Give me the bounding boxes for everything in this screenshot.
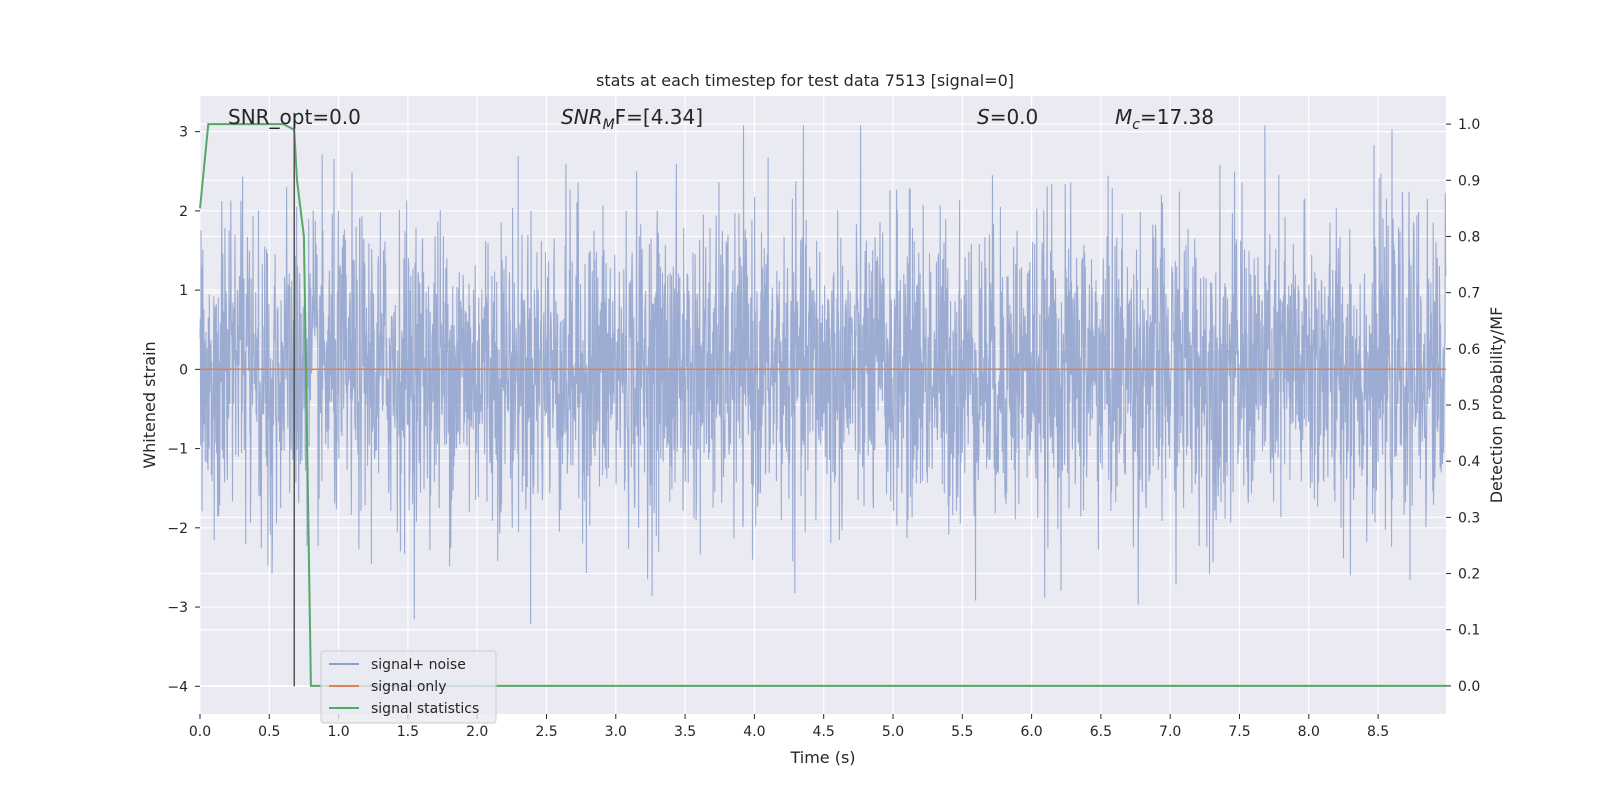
x-tick-label-15: 7.5 bbox=[1228, 724, 1250, 740]
legend-label-signal-statistics: signal statistics bbox=[371, 701, 479, 717]
annotation-snr-mf-rest: F=[4.34] bbox=[615, 105, 703, 129]
x-tick-label-3: 1.5 bbox=[397, 724, 419, 740]
annotation-snr-mf-sub: M bbox=[603, 117, 615, 133]
series-signal-noise bbox=[199, 125, 1447, 624]
x-tick-label-4: 2.0 bbox=[466, 724, 488, 740]
x-tick-label-5: 2.5 bbox=[535, 724, 557, 740]
y-tick-label-4: −1 bbox=[167, 442, 188, 458]
y2-tick-label-10: 0.0 bbox=[1458, 679, 1480, 695]
annotation-mc-sub: c bbox=[1132, 117, 1140, 133]
annotation-mc-main: M bbox=[1115, 105, 1132, 129]
x-tick-label-13: 6.5 bbox=[1090, 724, 1112, 740]
legend: signal+ noise signal only signal statist… bbox=[320, 650, 497, 724]
x-tick-label-10: 5.0 bbox=[882, 724, 904, 740]
y-tick-label-3: 0 bbox=[179, 362, 188, 378]
annotation-snr-mf-main: SNR bbox=[561, 105, 603, 129]
y2-tick-label-1: 0.9 bbox=[1458, 173, 1480, 189]
y2-tick-label-3: 0.7 bbox=[1458, 286, 1480, 302]
y-tick-label-6: −3 bbox=[167, 600, 188, 616]
y-tick-label-2: 1 bbox=[179, 283, 188, 299]
y2-tick-label-4: 0.6 bbox=[1458, 342, 1480, 358]
annotation-s-rest: =0.0 bbox=[990, 105, 1039, 129]
x-axis-ticks: 0.0 0.5 1.0 1.5 2.0 2.5 3.0 3.5 4.0 4.5 5.0 5.5 6.0 6… bbox=[189, 714, 1389, 740]
y2-tick-label-9: 0.1 bbox=[1458, 623, 1480, 639]
legend-box bbox=[320, 650, 497, 724]
y2-tick-label-0: 1.0 bbox=[1458, 117, 1480, 133]
annotation-s-main: S bbox=[977, 105, 990, 129]
x-tick-label-1: 0.5 bbox=[258, 724, 280, 740]
annotation-mc-rest: =17.38 bbox=[1140, 105, 1214, 129]
chart-title: stats at each timestep for test data 751… bbox=[596, 71, 1014, 90]
y-tick-label-7: −4 bbox=[167, 679, 188, 695]
series-line-signal-statistics bbox=[199, 123, 1446, 687]
x-tick-label-17: 8.5 bbox=[1367, 724, 1389, 740]
x-tick-label-8: 4.0 bbox=[743, 724, 765, 740]
x-tick-label-16: 8.0 bbox=[1298, 724, 1320, 740]
x-tick-label-7: 3.5 bbox=[674, 724, 696, 740]
x-tick-label-9: 4.5 bbox=[813, 724, 835, 740]
y2-tick-label-7: 0.3 bbox=[1458, 510, 1480, 526]
y2-tick-label-6: 0.4 bbox=[1458, 454, 1480, 470]
y-tick-label-0: 3 bbox=[179, 125, 188, 141]
x-tick-label-0: 0.0 bbox=[189, 724, 211, 740]
annotation-snr-mf: SNRMF=[4.34] bbox=[561, 105, 703, 133]
legend-label-signal-only: signal only bbox=[371, 679, 446, 695]
x-axis-label: Time (s) bbox=[789, 748, 855, 767]
annotation-s: S=0.0 bbox=[977, 105, 1038, 129]
y-tick-label-1: 2 bbox=[179, 204, 188, 220]
y2-axis-label: Detection probability/MF bbox=[1487, 307, 1506, 504]
y-tick-label-5: −2 bbox=[167, 521, 188, 537]
x-tick-label-12: 6.0 bbox=[1020, 724, 1042, 740]
y2-tick-label-5: 0.5 bbox=[1458, 398, 1480, 414]
legend-label-signal-noise: signal+ noise bbox=[371, 657, 466, 673]
series-line-signal-noise bbox=[199, 125, 1447, 624]
y2-tick-label-8: 0.2 bbox=[1458, 567, 1480, 583]
x-tick-label-11: 5.5 bbox=[951, 724, 973, 740]
x-tick-label-6: 3.0 bbox=[605, 724, 627, 740]
annotation-mc: Mc=17.38 bbox=[1115, 105, 1214, 133]
x-tick-label-2: 1.0 bbox=[327, 724, 349, 740]
y-axis-label: Whitened strain bbox=[140, 341, 159, 468]
series-signal-statistics bbox=[199, 123, 1446, 687]
y2-axis-ticks: 1.0 0.9 0.8 0.7 0.6 0.5 0.4 0.3 0.2 0.1 0.0 bbox=[1446, 117, 1480, 695]
annotation-snr-opt: SNR_opt=0.0 bbox=[228, 105, 361, 129]
x-tick-label-14: 7.0 bbox=[1159, 724, 1181, 740]
y2-tick-label-2: 0.8 bbox=[1458, 229, 1480, 245]
y-axis-ticks: 3 2 1 0 −1 −2 −3 −4 bbox=[167, 125, 200, 695]
